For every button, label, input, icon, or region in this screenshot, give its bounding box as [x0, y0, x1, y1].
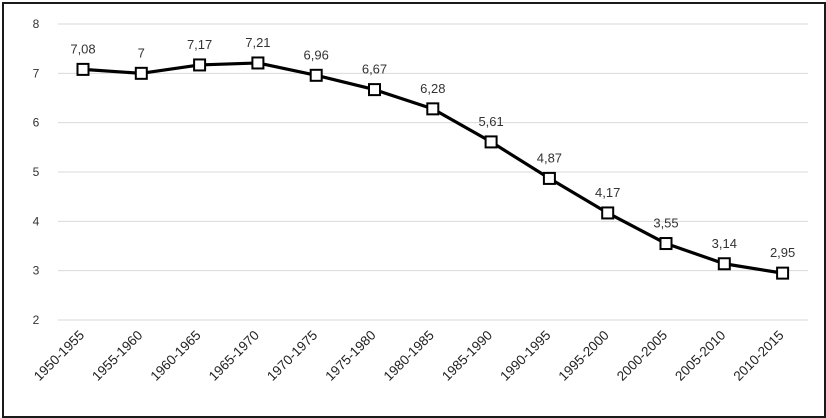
data-point-marker [309, 68, 323, 82]
data-label: 2,95 [770, 245, 795, 260]
data-label: 4,87 [537, 150, 562, 165]
x-tick-label: 1980-1985 [381, 328, 437, 384]
data-point-marker [368, 83, 381, 97]
x-tick-label: 1995-2000 [556, 328, 612, 384]
data-label: 7 [138, 45, 145, 60]
y-tick-label: 3 [33, 264, 40, 278]
y-tick-label: 6 [33, 116, 40, 130]
data-point-marker [542, 171, 556, 185]
data-point-marker [134, 66, 148, 80]
y-tick-label: 2 [33, 313, 40, 327]
data-point-marker [76, 62, 90, 76]
y-tick-label: 5 [33, 165, 40, 179]
x-tick-label: 1955-1960 [89, 328, 145, 384]
x-tick-label: 2005-2010 [672, 328, 728, 384]
data-point-marker [426, 102, 440, 116]
data-point-marker [659, 237, 673, 251]
data-label: 3,55 [653, 216, 678, 231]
data-label: 7,21 [245, 35, 270, 50]
x-tick-label: 1990-1995 [497, 328, 553, 384]
data-point-marker [601, 206, 615, 220]
data-label: 7,17 [187, 37, 212, 52]
y-tick-label: 7 [33, 66, 40, 80]
data-point-marker [776, 266, 790, 280]
x-tick-label: 1960-1965 [147, 328, 203, 384]
data-label: 3,14 [712, 236, 737, 251]
y-tick-label: 8 [33, 17, 40, 31]
data-label: 6,67 [362, 62, 387, 77]
x-tick-label: 1970-1975 [264, 328, 320, 384]
x-tick-label: 2000-2005 [614, 328, 670, 384]
data-label: 4,17 [595, 185, 620, 200]
x-tick-label: 1950-1955 [31, 328, 87, 384]
data-point-marker [193, 58, 207, 72]
x-tick-label: 1985-1990 [439, 328, 495, 384]
data-point-marker [717, 257, 731, 271]
grid-lines [58, 23, 808, 321]
y-axis-ticks: 2 3 4 5 6 7 8 [33, 17, 40, 327]
x-axis-ticks: 1950-1955 1955-1960 1960-1965 1965-1970 1970… [31, 328, 787, 384]
y-tick-label: 4 [33, 214, 40, 228]
x-tick-label: 1975-1980 [322, 328, 378, 384]
series-markers [76, 56, 790, 280]
data-label: 6,28 [420, 81, 445, 96]
data-point-marker [251, 56, 265, 70]
x-tick-label: 1965-1970 [206, 328, 262, 384]
data-label: 7,08 [70, 41, 95, 56]
data-labels: 7,08 7 7,17 7,21 6,96 6,67 6,28 5,61 4,87 4,17 3,5… [70, 35, 795, 260]
data-point-marker [484, 135, 498, 149]
x-tick-label: 2010-2015 [730, 328, 786, 384]
data-label: 5,61 [478, 114, 503, 129]
data-label: 6,96 [304, 47, 329, 62]
